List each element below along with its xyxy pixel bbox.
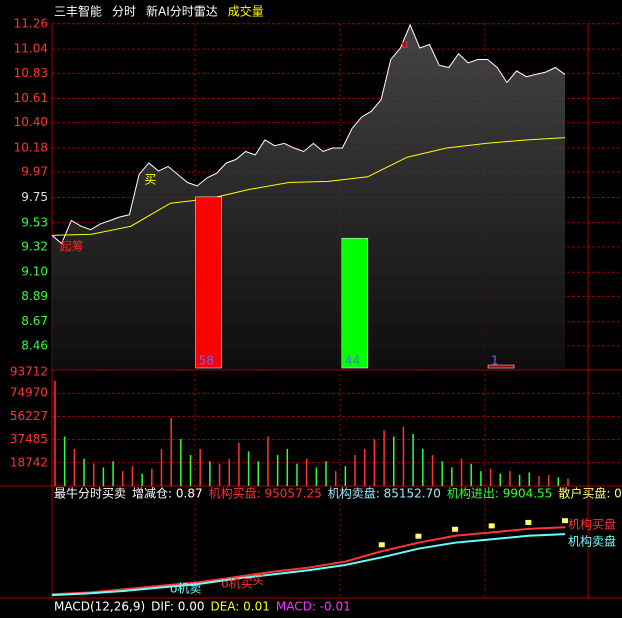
header-item: DIF: 0.00 — [151, 600, 204, 614]
signal-label: 58 — [199, 354, 214, 368]
annotation: o机卖 — [170, 582, 201, 596]
header-item: 机构买盘: 95057.25 — [209, 486, 322, 501]
header-item: MACD: -0.01 — [276, 600, 351, 614]
annotation: 买 — [144, 173, 156, 187]
y-tick-label: 74970 — [10, 386, 48, 400]
y-tick-label: 9.53 — [21, 215, 48, 229]
signal-bar — [341, 237, 369, 369]
y-tick-label: 10.40 — [14, 115, 48, 129]
y-tick-label: 10.83 — [14, 66, 48, 80]
annotation: u — [401, 37, 409, 51]
header-item: 三丰智能 — [54, 4, 102, 19]
price-line — [51, 23, 566, 245]
header-item: 最牛分时买卖 — [54, 486, 126, 501]
y-tick-label: 9.10 — [21, 265, 48, 279]
indicator-dot — [562, 518, 568, 524]
legend-entry: 机构买盘 — [568, 517, 616, 532]
signal-bar — [195, 196, 222, 369]
y-tick-label: 11.04 — [14, 42, 48, 56]
header-item: 机构进出: 9904.55 — [447, 486, 552, 501]
header-item: 增减仓: 0.87 — [132, 487, 203, 501]
signal-bar — [487, 364, 515, 369]
y-tick-label: 9.97 — [21, 165, 48, 179]
legend-entry: 机构卖盘 — [568, 534, 616, 549]
y-tick-label: 8.46 — [21, 338, 48, 352]
price-area — [52, 24, 565, 370]
annotation: 起筹 — [60, 239, 84, 253]
average-line — [51, 137, 566, 236]
y-tick-label: 10.61 — [14, 91, 48, 105]
indicator-dot — [415, 533, 422, 539]
header-item: MACD(12,26,9) — [54, 600, 145, 614]
y-tick-label: 8.89 — [21, 289, 48, 303]
signal-label: 1 — [491, 354, 499, 368]
signal-label: 44 — [345, 354, 360, 368]
annotation: 买 — [252, 573, 264, 587]
y-tick-label: 37485 — [10, 432, 48, 446]
y-tick-label: 11.26 — [14, 16, 48, 30]
y-tick-label: 8.67 — [21, 314, 48, 328]
header-item: 散户买盘: 0.00 — [558, 486, 622, 501]
indicator-dot — [452, 526, 459, 532]
indicator-dot — [488, 523, 495, 529]
indicator-line — [51, 526, 566, 596]
y-tick-label: 56227 — [10, 409, 48, 423]
indicator-line — [51, 533, 566, 597]
annotation: o机买 — [221, 576, 252, 590]
y-tick-label: 9.75 — [21, 190, 48, 204]
header-item: 分时 — [112, 5, 136, 19]
header-item: DEA: 0.01 — [210, 600, 269, 614]
header-item: 机构卖盘: 85152.70 — [328, 486, 441, 501]
y-tick-label: 9.32 — [21, 239, 48, 253]
indicator-dot — [378, 542, 385, 548]
y-tick-label: 93712 — [10, 365, 48, 379]
header-item: 成交量 — [228, 4, 264, 19]
layer: 三丰智能 分时 新AI分时雷达 成交量 11.26 11.04 10.83 10.61 10.4… — [10, 4, 622, 614]
header-item: 新AI分时雷达 — [146, 4, 218, 19]
indicator-dot — [525, 519, 532, 525]
y-tick-label: 10.18 — [14, 141, 48, 155]
y-tick-label: 18742 — [10, 455, 48, 469]
